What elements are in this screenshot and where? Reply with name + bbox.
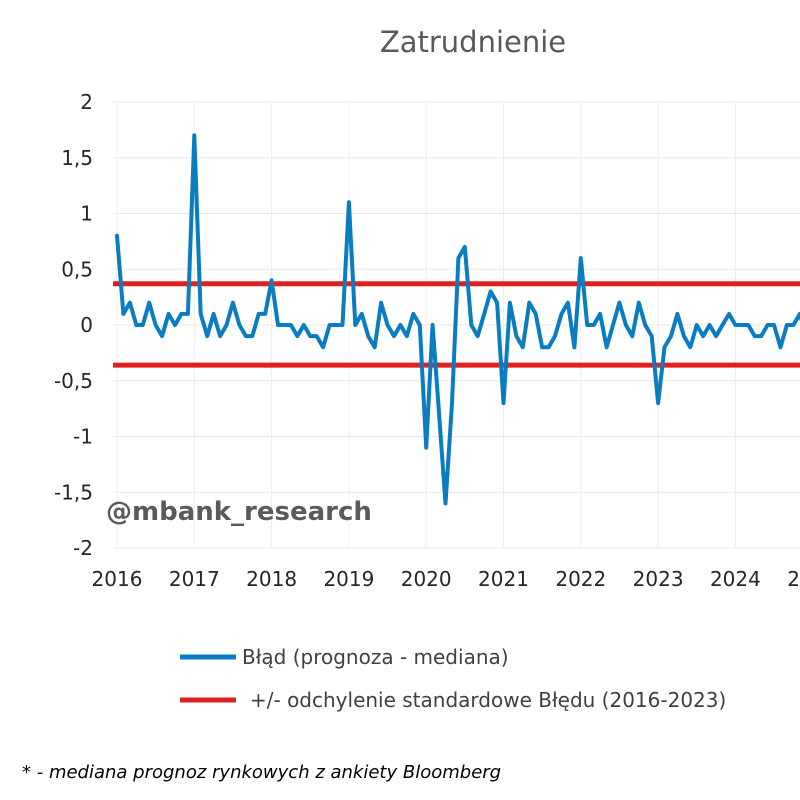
legend: Błąd (prognoza - mediana) +/- odchylenie… xyxy=(180,645,726,712)
y-tick-label: -1 xyxy=(73,425,93,449)
x-tick-label: 2023 xyxy=(633,567,684,591)
y-tick-label: -0,5 xyxy=(54,369,93,393)
x-tick-label: 2022 xyxy=(555,567,606,591)
y-tick-label: 1,5 xyxy=(61,146,93,170)
x-tick-label: 2024 xyxy=(710,567,761,591)
y-tick-label: 0,5 xyxy=(61,257,93,281)
chart-title: Zatrudnienie xyxy=(380,25,566,59)
y-tick-label: 2 xyxy=(80,90,93,114)
x-tick-label: 2020 xyxy=(401,567,452,591)
x-tick-label: 2019 xyxy=(323,567,374,591)
legend-label-stddev: +/- odchylenie standardowe Błędu (2016-2… xyxy=(250,688,726,712)
legend-label-error: Błąd (prognoza - mediana) xyxy=(242,645,509,669)
y-tick-label: -2 xyxy=(73,536,93,560)
y-tick-label: 0 xyxy=(80,313,93,337)
x-tick-label: 2021 xyxy=(478,567,529,591)
x-tick-label: 2017 xyxy=(169,567,220,591)
x-tick-label: 2025 xyxy=(787,567,800,591)
error-series xyxy=(115,133,800,506)
y-tick-label: 1 xyxy=(80,202,93,226)
x-tick-label: 2018 xyxy=(246,567,297,591)
x-axis-ticks: 2016 2017 2018 2019 2020 2021 2022 2023 2024 2025 xyxy=(92,567,800,591)
watermark: @mbank_research xyxy=(106,497,372,527)
y-tick-label: -1,5 xyxy=(54,480,93,504)
y-axis-ticks: 2 1,5 1 0,5 0 -0,5 -1 -1,5 -2 xyxy=(54,90,93,560)
x-tick-label: 2016 xyxy=(92,567,143,591)
error-series-line xyxy=(115,133,800,506)
footnote: * - mediana prognoz rynkowych z ankiety … xyxy=(22,762,501,783)
